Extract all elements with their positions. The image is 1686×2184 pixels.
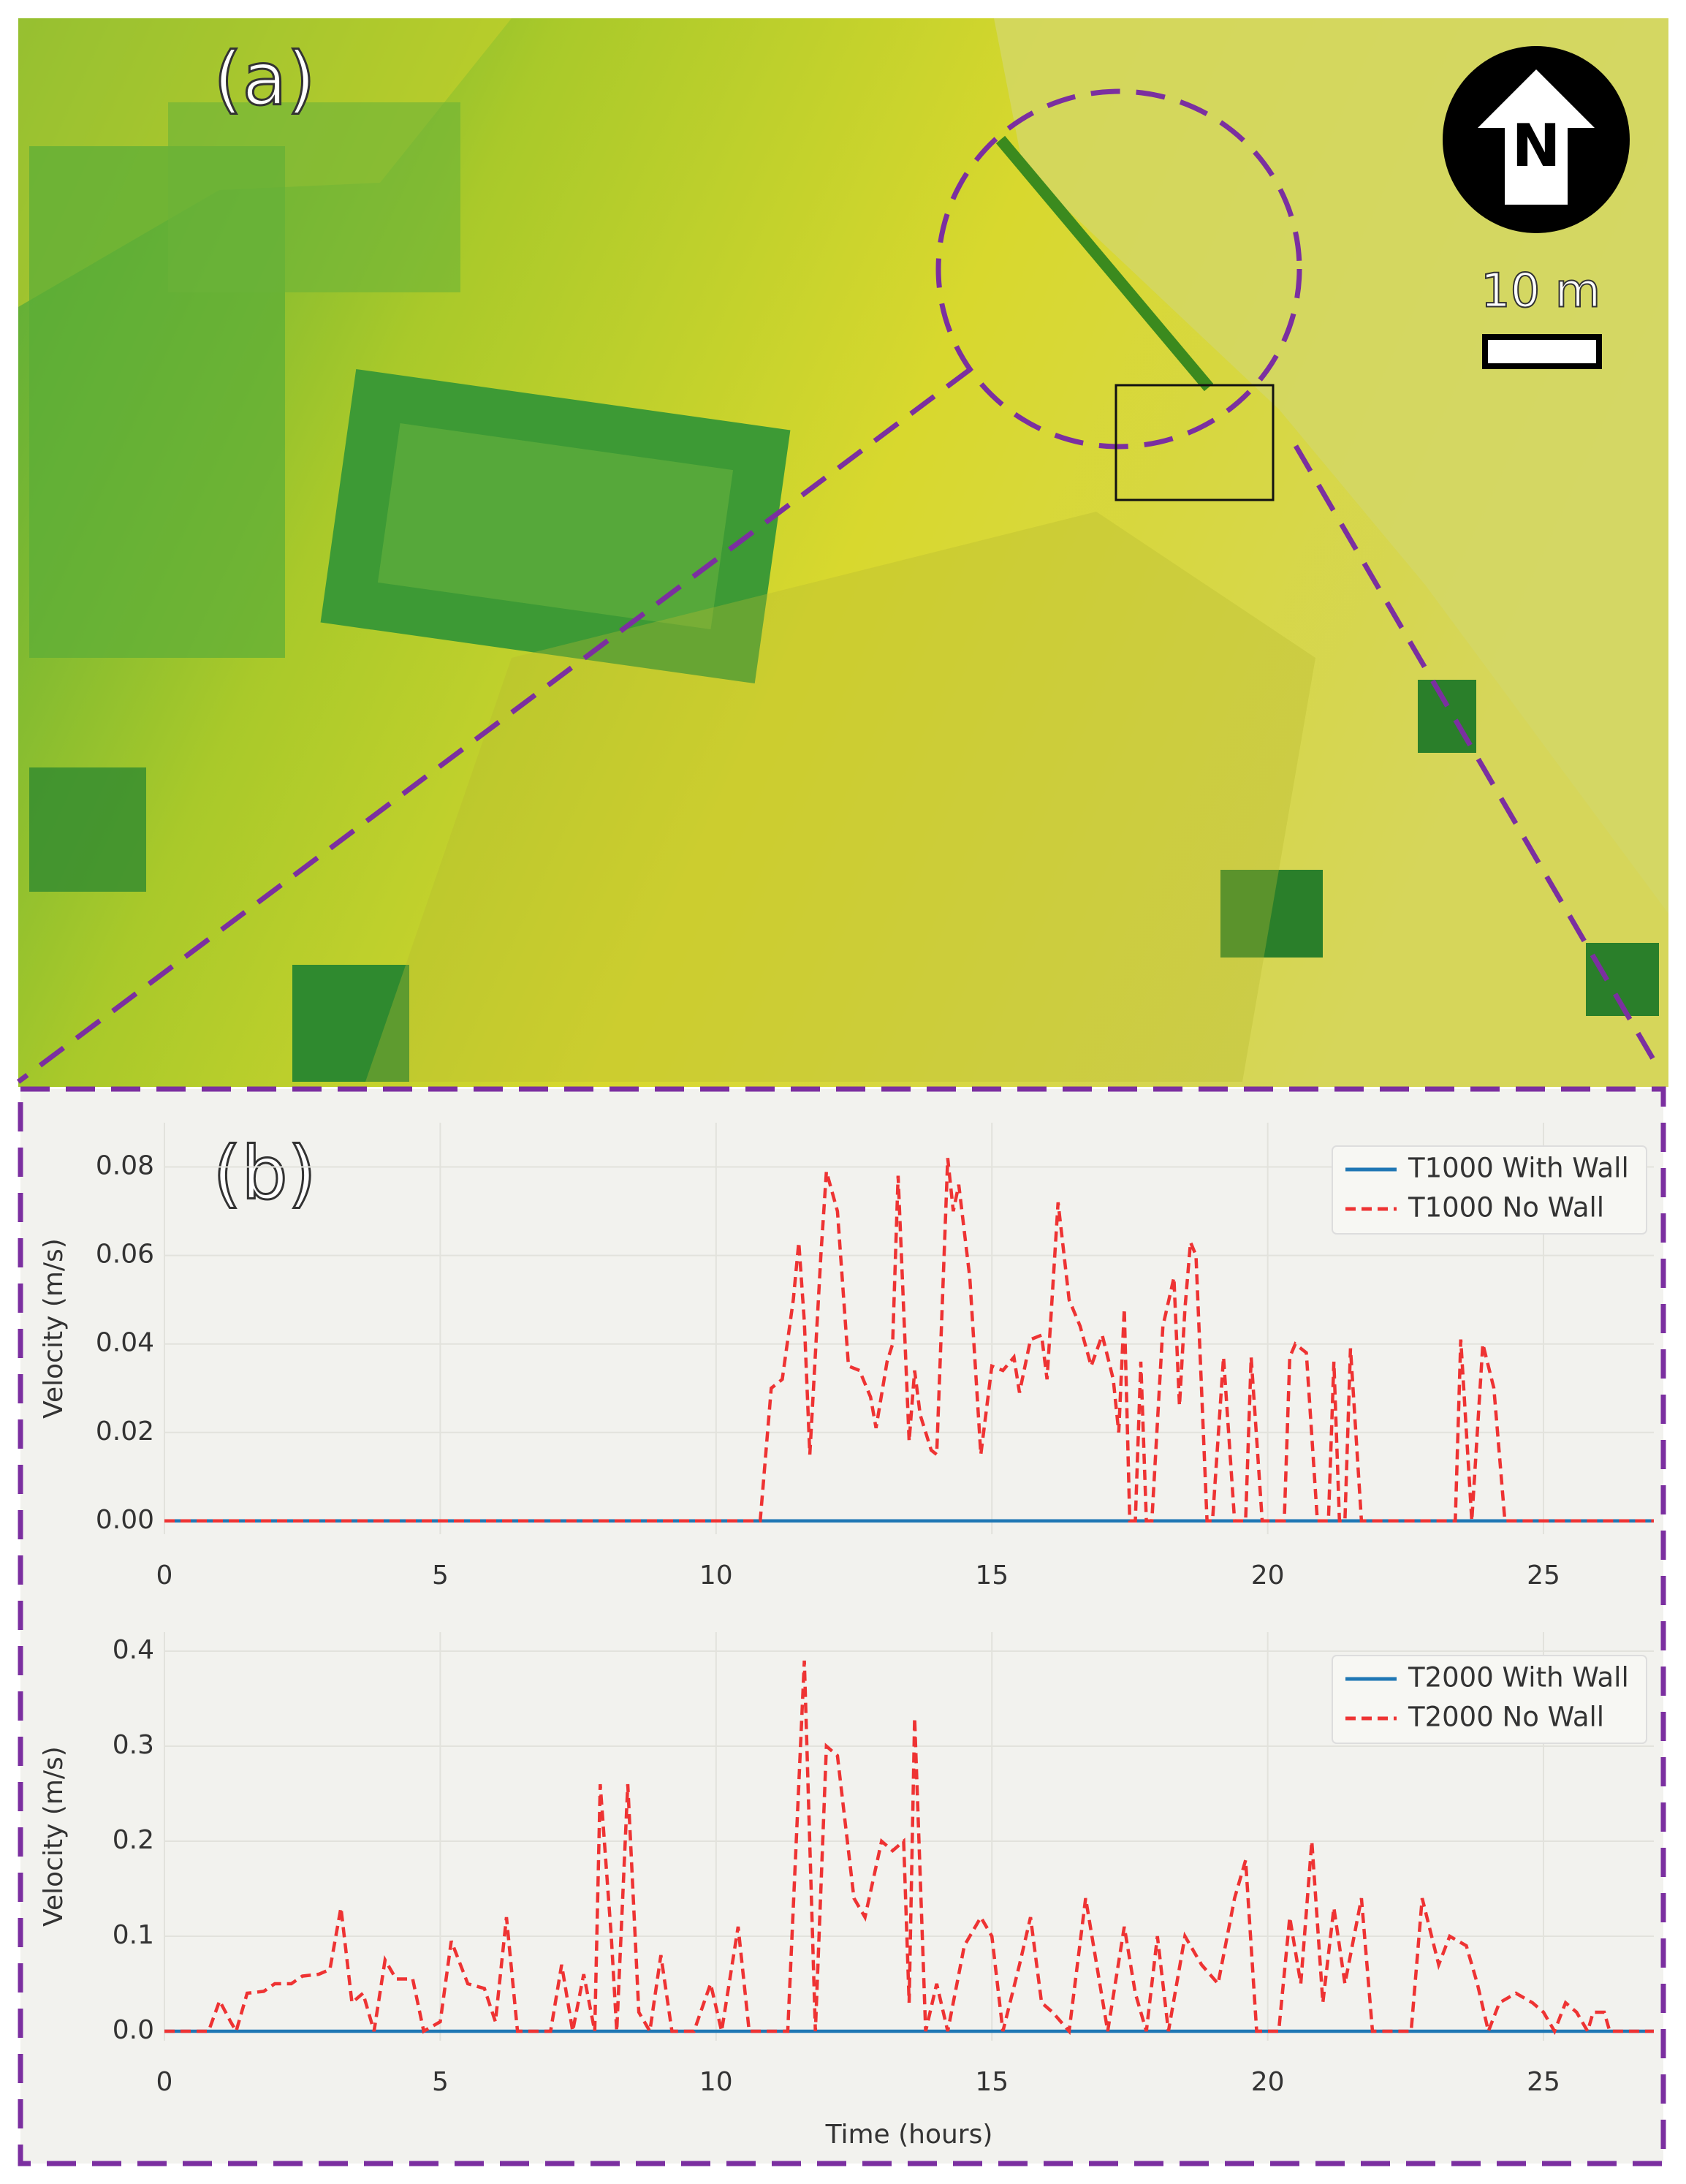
wall-line [995, 135, 1214, 392]
scale-bar [1482, 334, 1602, 369]
tree [292, 965, 409, 1082]
y-tick-label: 0.02 [96, 1417, 154, 1446]
map-panel: N 10 m (a) [16, 18, 1668, 1087]
legend-label: T2000 No Wall [1408, 1702, 1604, 1733]
tree [1220, 870, 1323, 958]
x-tick-label: 0 [156, 1561, 173, 1590]
y-axis-label: Velocity (m/s) [39, 1238, 69, 1419]
legend-box [1332, 1655, 1647, 1744]
north-arrow [1478, 69, 1595, 205]
data-line [164, 1158, 1654, 1523]
scale-label: 10 m [1481, 265, 1600, 319]
zoom-line [16, 367, 973, 1084]
building [377, 423, 734, 629]
tree [29, 767, 146, 892]
x-tick-label: 25 [1527, 1561, 1560, 1590]
x-tick-label: 0 [156, 2067, 173, 2097]
terrain-patch [365, 512, 1315, 1082]
plot-panel [18, 1086, 1666, 2166]
y-axis-label: Velocity (m/s) [39, 1746, 69, 1927]
x-tick-label: 15 [975, 2067, 1009, 2097]
north-label: N [1512, 112, 1561, 180]
x-tick-label: 15 [975, 1561, 1009, 1590]
focus-circle [935, 88, 1302, 450]
terrain-tiles [994, 18, 1668, 914]
legend-label: T1000 With Wall [1408, 1153, 1629, 1184]
x-tick-label: 5 [432, 1561, 449, 1590]
data-line [164, 1660, 1654, 2037]
x-tick-label: 20 [1251, 1561, 1285, 1590]
y-tick-label: 0.06 [96, 1240, 154, 1270]
x-axis-label: Time (hours) [825, 2120, 993, 2150]
y-tick-label: 0.3 [113, 1730, 154, 1760]
x-tick-label: 10 [699, 2067, 733, 2097]
y-tick-label: 0.4 [113, 1635, 154, 1665]
x-tick-label: 10 [699, 1561, 733, 1590]
legend-box [1332, 1145, 1647, 1235]
panel-label: (b) [213, 1130, 316, 1216]
building [168, 102, 460, 292]
x-tick-label: 5 [432, 2067, 449, 2097]
panel-label: (a) [213, 36, 315, 121]
y-tick-label: 0.0 [113, 2015, 154, 2045]
y-tick-label: 0.00 [96, 1505, 154, 1535]
y-tick-label: 0.1 [113, 1920, 154, 1950]
legend-label: T2000 With Wall [1408, 1662, 1629, 1694]
x-tick-label: 25 [1527, 2067, 1560, 2097]
legend-label: T1000 No Wall [1408, 1192, 1604, 1224]
y-tick-label: 0.08 [96, 1151, 154, 1181]
inset-box [1114, 384, 1275, 501]
x-tick-label: 20 [1251, 2067, 1285, 2097]
zoom-line [1293, 444, 1656, 1061]
y-tick-label: 0.04 [96, 1328, 154, 1358]
y-tick-label: 0.2 [113, 1825, 154, 1855]
